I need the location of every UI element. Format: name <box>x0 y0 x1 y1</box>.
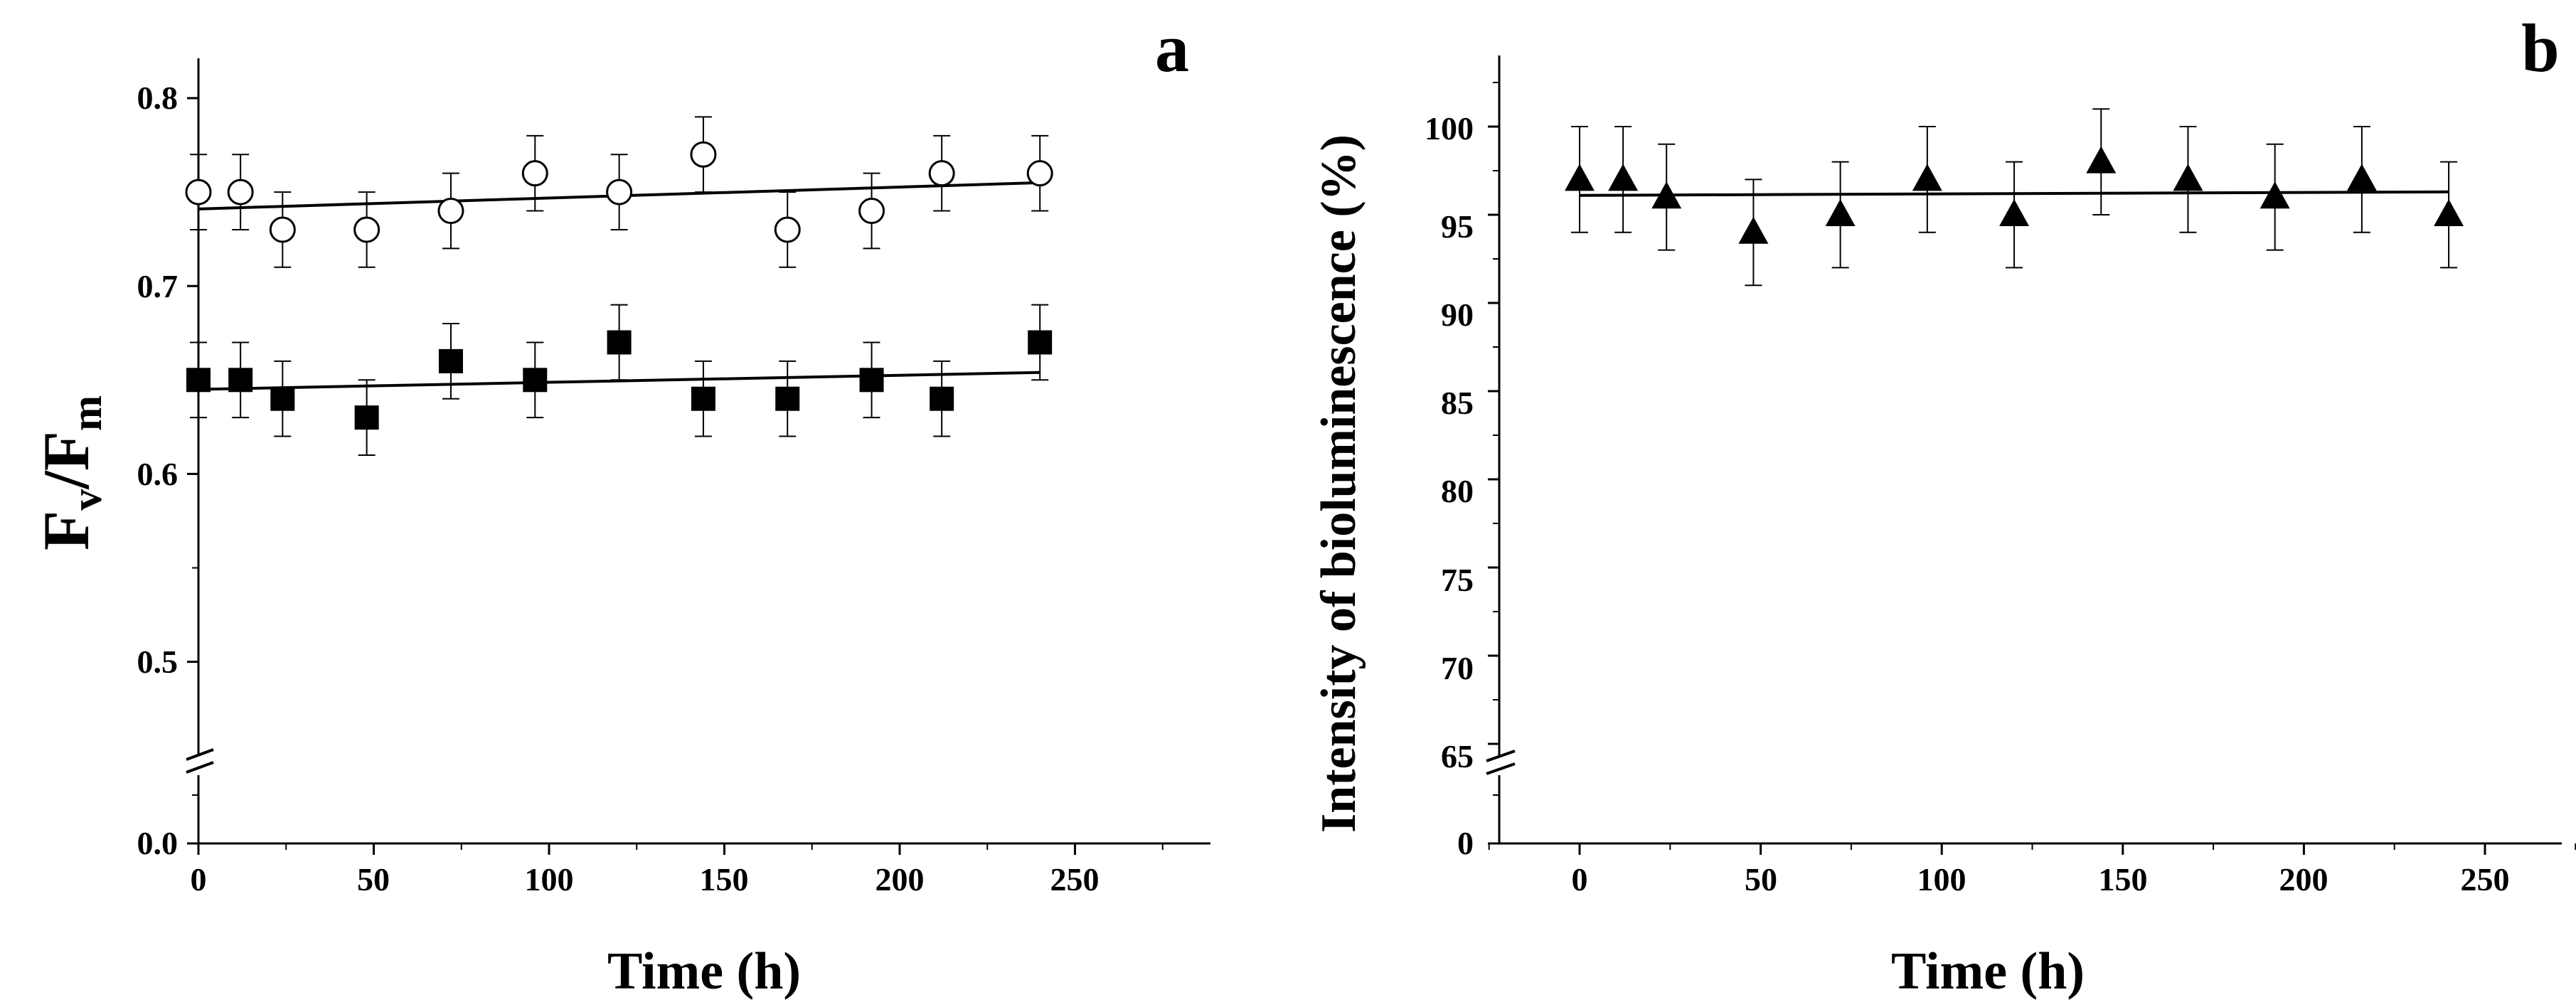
panel-a-xtick-label-100: 100 <box>525 861 574 897</box>
panel-a-data <box>185 116 1053 456</box>
panel-b-ytick-label-85: 85 <box>1441 385 1474 421</box>
panel-b-ytick-label-75: 75 <box>1441 562 1474 598</box>
panel-b-ytick-label-0: 0 <box>1457 825 1474 861</box>
panel-a-x-axis-title: Time (h) <box>607 942 801 1001</box>
panel-b: 0 50 100 150 200 250 0 65 70 75 80 85 90… <box>1311 10 2576 1001</box>
panel-a-series-1-point <box>775 386 800 411</box>
panel-a-xtick-label-150: 150 <box>700 861 749 897</box>
panel-a-ytick-label-0.8: 0.8 <box>137 80 179 116</box>
panel-b-y-axis-break <box>1486 750 1516 775</box>
panel-b-series-0-point <box>2173 164 2203 191</box>
panel-a-y-ticks <box>187 97 198 845</box>
panel-b-series-0-point <box>1738 216 1769 244</box>
panel-a-y-axis-title: Fv/Fm <box>30 395 110 550</box>
panel-b-series-0-point <box>2086 146 2117 174</box>
panel-a: 0 50 100 150 200 250 0.0 0.5 0.6 0.7 0.8… <box>30 10 1210 1001</box>
panel-a-series-1-point <box>1028 330 1053 355</box>
panel-b-series-0-point <box>2260 181 2290 209</box>
panel-b-xtick-label-250: 250 <box>2461 861 2510 897</box>
panel-a-series-1-point <box>930 386 954 411</box>
panel-b-data <box>1565 108 2464 287</box>
panel-a-series-0-point <box>606 179 633 206</box>
panel-a-series-0-point <box>1026 160 1053 187</box>
panel-a-ytick-label-0.5: 0.5 <box>137 644 179 680</box>
panel-a-ytick-label-0.7: 0.7 <box>137 268 179 304</box>
panel-b-ytick-label-80: 80 <box>1441 473 1474 509</box>
panel-b-series-0-point <box>2434 199 2464 226</box>
panel-b-label: b <box>2521 10 2559 86</box>
panel-a-series-0-point <box>437 198 464 225</box>
panel-b-series-0-point <box>1565 164 1595 191</box>
panel-b-ytick-label-95: 95 <box>1441 208 1474 245</box>
panel-a-x-ticks <box>197 843 1164 855</box>
panel-b-xtick-label-100: 100 <box>1917 861 1966 897</box>
panel-a-series-0-point <box>521 160 548 187</box>
panel-a-xtick-label-0: 0 <box>191 861 207 897</box>
panel-a-series-0-point <box>353 216 380 243</box>
panel-a-series-1-point <box>523 368 548 393</box>
panel-a-series-1-fit-line <box>198 371 1040 391</box>
panel-b-ytick-label-65: 65 <box>1441 738 1474 774</box>
panel-a-series-1-point <box>354 405 379 430</box>
panel-b-xtick-label-200: 200 <box>2279 861 2328 897</box>
panel-b-xtick-label-150: 150 <box>2099 861 2148 897</box>
panel-a-series-0-point <box>227 179 254 206</box>
panel-a-series-1-point <box>438 348 463 373</box>
panel-a-ytick-label-0.0: 0.0 <box>137 825 179 861</box>
panel-b-xtick-label-50: 50 <box>1745 861 1777 897</box>
panel-a-ytick-label-0.6: 0.6 <box>137 456 179 492</box>
panel-b-ytick-label-90: 90 <box>1441 297 1474 333</box>
panel-a-series-1-point <box>691 386 715 411</box>
panel-b-series-0-point <box>1608 164 1639 191</box>
panel-b-ytick-label-100: 100 <box>1425 110 1474 146</box>
panel-b-ytick-label-70: 70 <box>1441 650 1474 686</box>
panel-b-x-ticks <box>1488 843 2576 855</box>
panel-a-y-axis-break <box>186 748 214 774</box>
panel-a-series-1-point <box>607 330 632 355</box>
panel-b-y-ticks <box>1488 82 1499 845</box>
panel-b-y-axis-title: Intensity of bioluminescence (%) <box>1311 134 1366 833</box>
panel-a-series-0-point <box>690 141 717 168</box>
panel-a-series-1-point <box>859 368 884 393</box>
panel-a-series-0-point <box>928 160 955 187</box>
panel-b-series-0-point <box>1825 199 1856 226</box>
panel-a-series-0-point <box>858 198 885 225</box>
panel-a-series-1-point <box>270 386 295 411</box>
panel-a-xtick-label-50: 50 <box>357 861 390 897</box>
panel-a-series-0-point <box>774 216 801 243</box>
panel-b-x-axis-title: Time (h) <box>1891 942 2085 1001</box>
panel-a-label: a <box>1155 10 1189 86</box>
panel-b-series-0-point <box>2346 164 2377 191</box>
panel-a-series-0-point <box>185 179 212 206</box>
panel-b-xtick-label-0: 0 <box>1572 861 1588 897</box>
panel-b-series-0-point <box>1999 199 2030 226</box>
panel-a-xtick-label-250: 250 <box>1050 861 1100 897</box>
panel-a-xtick-label-200: 200 <box>875 861 925 897</box>
panel-a-series-0-point <box>269 216 296 243</box>
panel-b-series-0-point <box>1651 181 1682 209</box>
panel-b-series-0-point <box>1912 164 1942 191</box>
panel-a-series-1-point <box>228 368 253 393</box>
panel-a-series-1-point <box>186 368 211 393</box>
